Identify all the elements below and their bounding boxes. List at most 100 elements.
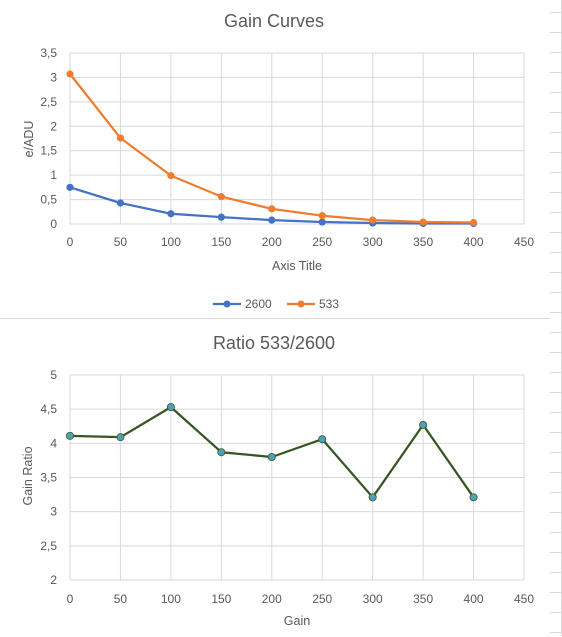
sheet-row-line — [548, 212, 562, 213]
y-axis-title: e/ADU — [22, 121, 36, 158]
ratio-chart[interactable]: Ratio 533/2600 2 2,5 3 3,5 4 4,5 5 0 50 100 150 200… — [0, 318, 550, 636]
series-group — [66, 70, 478, 228]
y-tick-label: 0 — [50, 217, 57, 231]
data-point — [318, 435, 327, 444]
sheet-row-line — [548, 252, 562, 253]
x-tick-label: 50 — [114, 592, 128, 606]
data-point — [116, 134, 125, 142]
y-tick-label: 2 — [50, 119, 57, 133]
x-tick-label: 450 — [514, 592, 534, 606]
data-point — [368, 493, 377, 502]
x-tick-label: 450 — [514, 235, 534, 249]
y-tick-label: 4 — [50, 436, 57, 450]
data-point — [217, 213, 225, 221]
y-tick-label: 2 — [50, 573, 57, 587]
sheet-row-line — [548, 352, 562, 353]
sheet-row-line — [548, 632, 562, 633]
y-tick-label: 4,5 — [40, 402, 57, 416]
sheet-row-line — [548, 132, 562, 133]
ratio-svg: Ratio 533/2600 22,533,544,550 50 100 150 200… — [21, 333, 534, 628]
sheet-row-line — [548, 612, 562, 613]
legend-marker-533 — [297, 300, 305, 308]
sheet-row-line — [548, 592, 562, 593]
sheet-row-line — [548, 412, 562, 413]
legend-marker-2600 — [223, 300, 231, 308]
x-tick-label: 100 — [161, 592, 181, 606]
legend-label-533: 533 — [319, 297, 339, 311]
sheet-row-line — [548, 72, 562, 73]
sheet-row-line — [548, 572, 562, 573]
chart-title: Gain Curves — [224, 11, 324, 31]
sheet-row-line — [548, 292, 562, 293]
gain-curves-svg: Gain Curves 0 0,5 1 1,5 2 2,5 3 3,5 0 50 100 150 200… — [22, 11, 534, 311]
x-tick-label: 150 — [211, 592, 231, 606]
x-tick-label: 0 — [67, 235, 74, 249]
sheet-row-line — [548, 112, 562, 113]
sheet-row-line — [548, 552, 562, 553]
data-point — [166, 403, 175, 412]
sheet-row-line — [548, 152, 562, 153]
data-point — [217, 193, 225, 201]
x-tick-label: 350 — [413, 592, 433, 606]
sheet-row-line — [548, 232, 562, 233]
x-tick-label: 300 — [363, 235, 383, 249]
sheet-row-line — [548, 512, 562, 513]
y-tick-label: 2,5 — [40, 539, 57, 553]
x-tick-label: 150 — [211, 235, 231, 249]
gain-curves-chart[interactable]: Gain Curves 0 0,5 1 1,5 2 2,5 3 3,5 0 50 100 150 200… — [0, 0, 550, 318]
legend: 2600 533 — [213, 297, 339, 311]
y-axis-title: Gain Ratio — [21, 446, 35, 505]
data-point — [116, 199, 125, 207]
data-point — [66, 183, 74, 191]
data-point — [268, 205, 276, 213]
sheet-row-line — [548, 392, 562, 393]
sheet-row-line — [548, 372, 562, 373]
data-point — [267, 452, 276, 461]
data-point — [167, 172, 175, 180]
grid-group — [69, 374, 525, 581]
data-point — [469, 493, 478, 502]
sheet-row-line — [548, 532, 562, 533]
y-tick-label: 1,5 — [40, 144, 57, 158]
data-point — [318, 212, 326, 220]
data-point — [167, 210, 175, 218]
y-tick-label: 3 — [50, 70, 57, 84]
tick-group: 22,533,544,550 50 100 150 200 250 300 350 400 450 — [40, 368, 534, 606]
data-point — [318, 218, 326, 226]
data-point — [217, 448, 226, 457]
legend-item-2600[interactable]: 2600 — [213, 297, 272, 311]
x-tick-label: 50 — [114, 235, 128, 249]
x-axis-title: Axis Title — [272, 259, 322, 273]
x-tick-label: 400 — [464, 592, 484, 606]
series-group — [66, 403, 478, 502]
sheet-row-line — [548, 492, 562, 493]
legend-label-2600: 2600 — [245, 297, 272, 311]
x-tick-label: 100 — [161, 235, 181, 249]
y-tick-label: 3,5 — [40, 471, 57, 485]
sheet-row-line — [548, 472, 562, 473]
x-tick-label: 400 — [464, 235, 484, 249]
sheet-row-line — [548, 52, 562, 53]
x-tick-label: 250 — [312, 592, 332, 606]
sheet-row-line — [548, 192, 562, 193]
legend-item-533[interactable]: 533 — [287, 297, 339, 311]
data-point — [369, 216, 377, 224]
spreadsheet-gridlines — [548, 0, 562, 636]
data-point — [419, 420, 428, 429]
y-tick-label: 3 — [50, 505, 57, 519]
y-tick-label: 3,5 — [40, 46, 57, 60]
y-tick-label: 2,5 — [40, 95, 57, 109]
data-point — [268, 216, 276, 224]
x-tick-label: 350 — [413, 235, 433, 249]
data-point — [469, 218, 478, 227]
sheet-row-line — [548, 32, 562, 33]
y-tick-label: 0,5 — [40, 193, 57, 207]
x-tick-label: 300 — [363, 592, 383, 606]
sheet-row-line — [548, 12, 562, 13]
data-point — [66, 70, 74, 78]
data-point — [66, 431, 75, 440]
data-point — [116, 433, 125, 442]
sheet-row-line — [548, 332, 562, 333]
sheet-row-line — [548, 172, 562, 173]
tick-group: 0 0,5 1 1,5 2 2,5 3 3,5 0 50 100 150 200 250 300 350 400… — [40, 46, 534, 249]
